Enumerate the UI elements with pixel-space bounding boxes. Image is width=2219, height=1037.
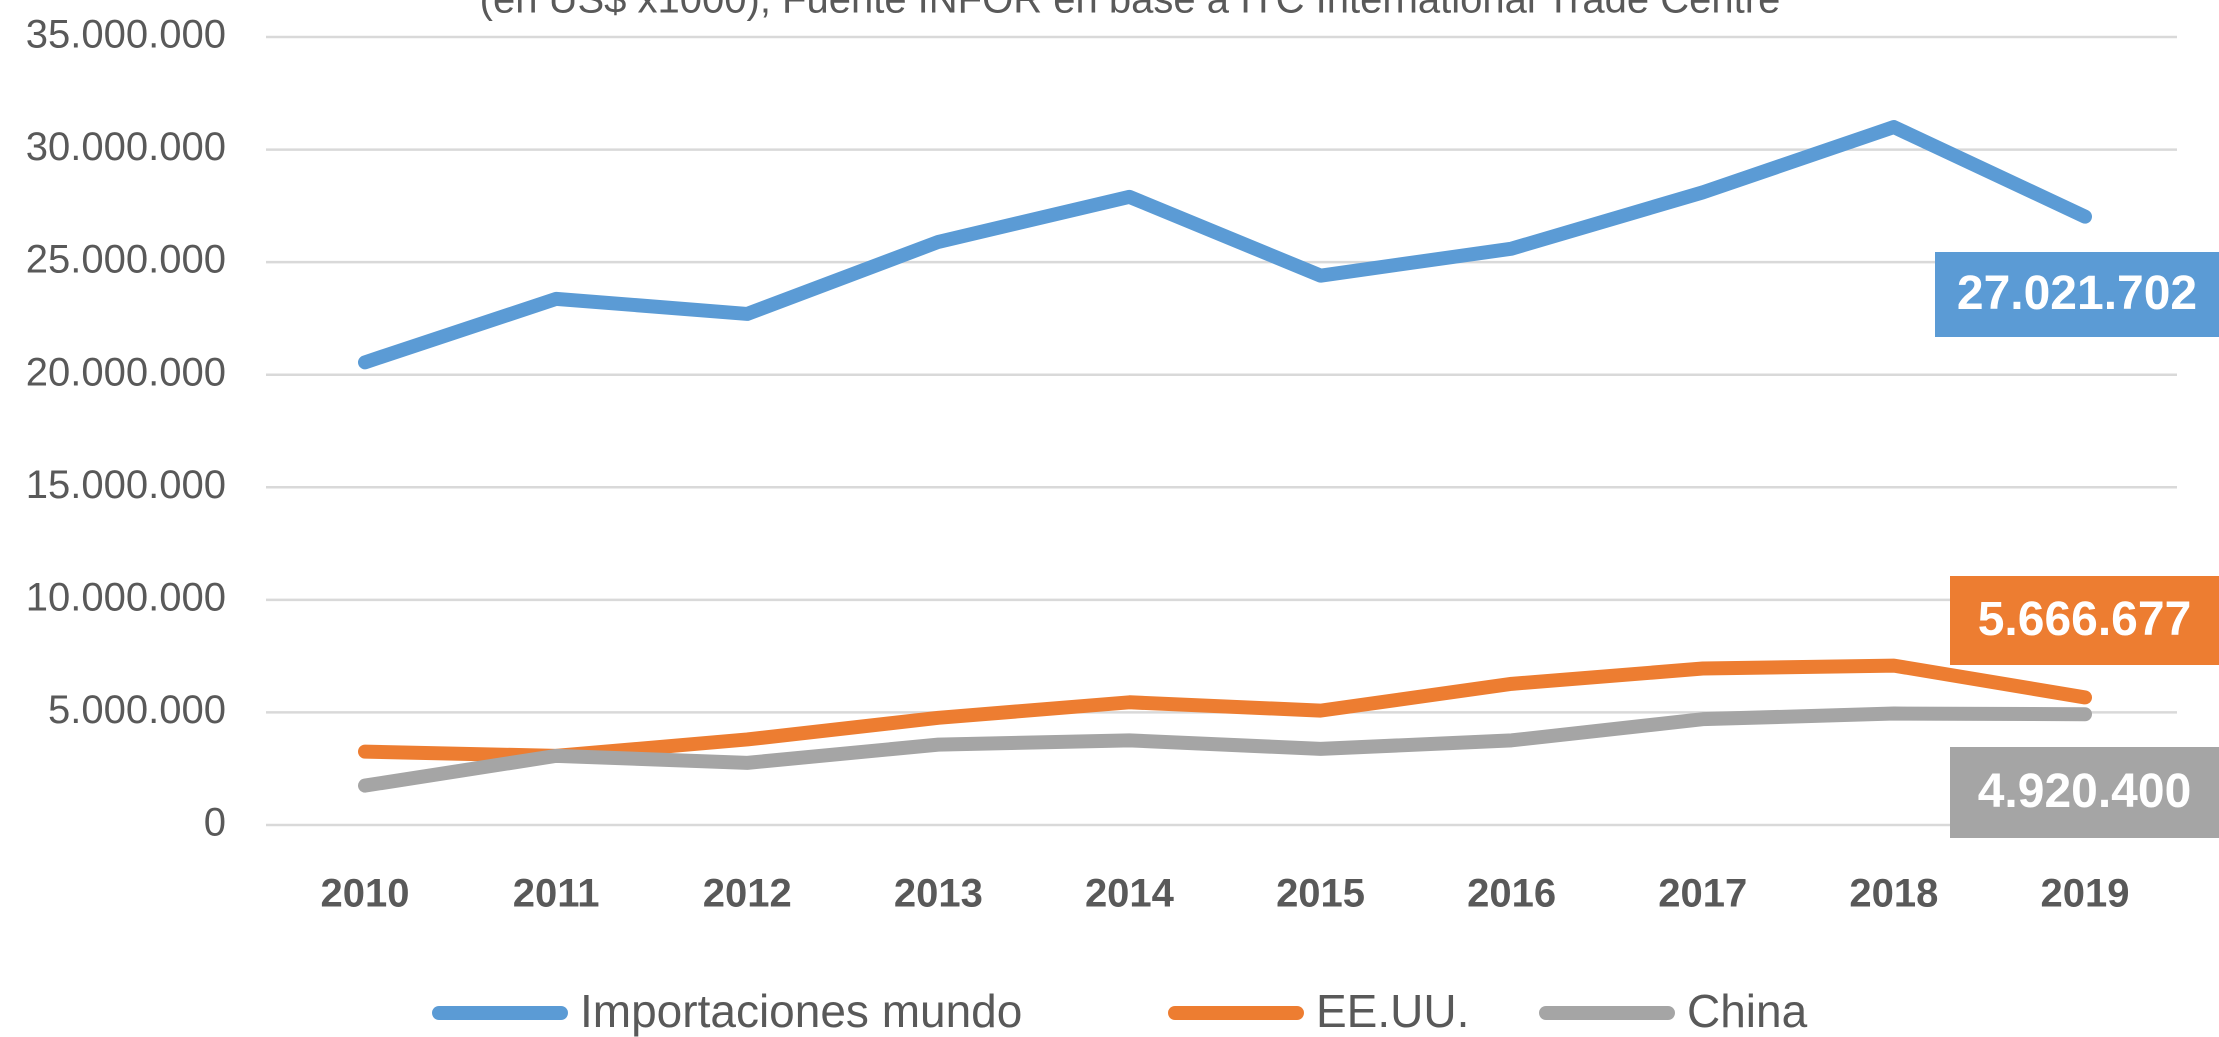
x-tick-label: 2010: [321, 872, 410, 916]
data-label: 5.666.677: [1978, 593, 2192, 646]
series-line: [358, 706, 2092, 793]
x-tick-label: 2015: [1276, 872, 1365, 916]
y-tick-label: 35.000.000: [26, 13, 226, 57]
data-label: 27.021.702: [1957, 267, 2197, 320]
data-label-box: [1950, 576, 2219, 665]
y-tick-label: 15.000.000: [26, 463, 226, 507]
y-tick-label: 5.000.000: [48, 688, 226, 732]
x-tick-label: 2019: [2041, 872, 2130, 916]
x-tick-label: 2016: [1467, 872, 1556, 916]
chart-subtitle: (en US$ x1000); Fuente INFOR en base a I…: [480, 0, 1781, 22]
data-label: 4.920.400: [1978, 765, 2192, 818]
legend-label: Importaciones mundo: [580, 985, 1022, 1037]
x-tick-label: 2011: [513, 872, 600, 916]
legend-label: China: [1687, 985, 1808, 1037]
y-tick-label: 0: [204, 801, 226, 845]
x-tick-label: 2012: [703, 872, 792, 916]
y-tick-label: 10.000.000: [26, 575, 226, 619]
y-tick-label: 20.000.000: [26, 350, 226, 394]
legend-label: EE.UU.: [1316, 985, 1469, 1037]
y-tick-label: 30.000.000: [26, 125, 226, 169]
x-tick-label: 2013: [894, 872, 983, 916]
x-tick-label: 2018: [1849, 872, 1938, 916]
data-label-box: [1950, 747, 2219, 838]
x-tick-label: 2014: [1085, 872, 1175, 916]
data-label-box: [1935, 252, 2219, 337]
x-tick-label: 2017: [1658, 872, 1747, 916]
y-tick-label: 25.000.000: [26, 238, 226, 282]
series-line: [358, 120, 2092, 370]
series-line: [358, 658, 2092, 763]
